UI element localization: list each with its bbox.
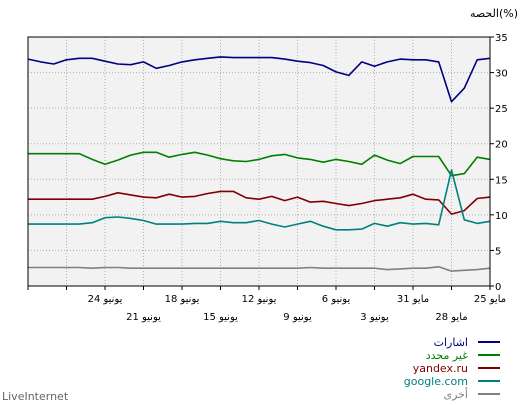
- legend-label: غير محدد: [426, 349, 469, 362]
- x-tick-label: 15 يونيو: [203, 312, 238, 323]
- y-axis: 0 5 10 15 20 25 30 35: [490, 33, 508, 293]
- x-tick-label: 3 يونيو: [360, 312, 389, 323]
- x-tick-label: 28 مايو: [435, 312, 467, 323]
- series-line-4: [28, 265, 491, 272]
- series-lines: [27, 56, 491, 272]
- legend-label: yandex.ru: [413, 362, 468, 375]
- legend-label: أخرى: [443, 387, 468, 401]
- y-tick-label: 0: [495, 282, 501, 293]
- y-tick-label: 10: [495, 211, 508, 222]
- x-tick-label: 31 مايو: [397, 294, 429, 305]
- brand-footer: LiveInternet: [2, 390, 69, 403]
- x-tick-label: 25 مايو: [474, 294, 506, 305]
- series-line-1: [28, 151, 491, 177]
- legend-label: google.com: [404, 375, 468, 388]
- y-tick-label: 15: [495, 175, 508, 186]
- x-tick-label: 9 يونيو: [283, 312, 312, 323]
- x-axis: 25 مايو 28 مايو 31 مايو 3 يونيو 6 يونيو 9 يون…: [27, 286, 506, 323]
- x-tick-label: 24 يونيو: [88, 294, 123, 305]
- legend-label: اشارات: [434, 336, 468, 349]
- series-line-3: [28, 169, 491, 231]
- x-tick-label: 6 يونيو: [322, 294, 351, 305]
- y-tick-label: 35: [495, 33, 508, 44]
- y-tick-label: 20: [495, 140, 508, 151]
- y-axis-label: الحصه(%): [470, 7, 518, 20]
- series-line-2: [28, 190, 491, 215]
- series-line-0: [27, 56, 491, 103]
- y-tick-label: 30: [495, 69, 508, 80]
- x-tick-label: 21 يونيو: [126, 312, 161, 323]
- gridlines: [27, 37, 490, 286]
- x-tick-label: 12 يونيو: [242, 294, 277, 305]
- y-tick-label: 25: [495, 104, 508, 115]
- y-tick-label: 5: [495, 246, 501, 257]
- x-tick-label: 18 يونيو: [165, 294, 200, 305]
